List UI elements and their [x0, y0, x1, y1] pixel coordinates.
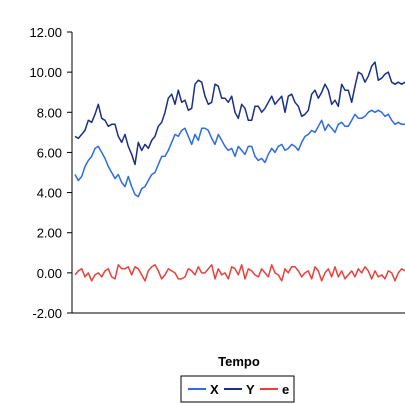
series-line-x: [74, 109, 405, 198]
legend-label-y: Y: [246, 382, 255, 397]
y-tick-label: 8.00: [37, 105, 62, 120]
legend-label-e: e: [282, 382, 289, 397]
series-line-e: [74, 264, 405, 282]
y-tick-label: 2.00: [37, 226, 62, 241]
y-tick-label: 12.00: [29, 25, 62, 40]
y-axis: 12.00 10.00 8.00 6.00 4.00 2.00 0.00 -2.00: [29, 25, 405, 321]
y-tick-label: 6.00: [37, 145, 62, 160]
series-line-y: [74, 61, 405, 166]
series-layer: [74, 61, 405, 282]
x-axis-label: Tempo: [218, 354, 260, 369]
y-tick-label: 0.00: [37, 266, 62, 281]
plot-area: [72, 32, 405, 313]
y-tick-label: 10.00: [29, 65, 62, 80]
legend-label-x: X: [210, 382, 219, 397]
y-tick-label: 4.00: [37, 186, 62, 201]
y-tick-label: -2.00: [32, 306, 62, 321]
